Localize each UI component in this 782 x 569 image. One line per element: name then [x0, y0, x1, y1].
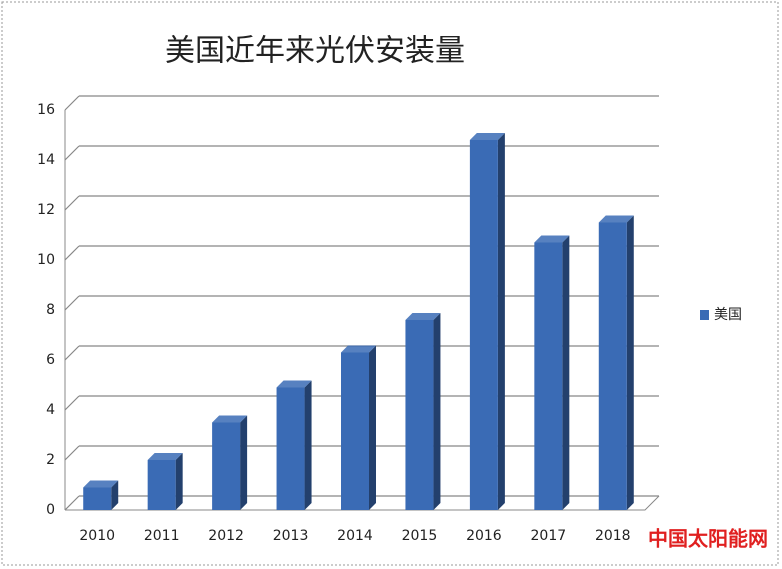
legend-label: 美国: [714, 307, 742, 323]
y-tick-label: 8: [46, 302, 55, 318]
x-tick-label: 2014: [337, 528, 373, 544]
grid-line-depth: [64, 95, 80, 111]
bar-top: [405, 313, 441, 320]
x-tick-label: 2012: [208, 528, 244, 544]
bar-side: [240, 415, 248, 510]
legend-swatch: [700, 310, 709, 320]
x-tick-label: 2017: [531, 528, 567, 544]
bar-side: [497, 133, 505, 510]
bar: [469, 140, 498, 510]
bar-top: [83, 480, 119, 488]
bar-side: [433, 313, 441, 510]
bar-top: [147, 453, 183, 460]
bar-side: [175, 453, 183, 510]
bar-top: [598, 215, 634, 223]
y-tick-label: 4: [46, 402, 55, 418]
grid-line-depth: [64, 145, 80, 161]
bar-top: [469, 133, 505, 140]
bar: [341, 352, 369, 510]
bar: [276, 387, 305, 510]
grid-line-depth: [64, 295, 80, 311]
x-tick-label: 2018: [595, 528, 631, 544]
x-tick-label: 2013: [273, 528, 309, 544]
bar-side: [111, 480, 119, 510]
chart-title: 美国近年来光伏安装量: [165, 34, 465, 69]
grid-line-depth: [64, 245, 80, 261]
y-tick-label: 16: [37, 102, 55, 118]
bar: [212, 422, 241, 510]
bar-side: [562, 235, 570, 510]
y-tick-label: 10: [37, 252, 55, 268]
bar-top: [276, 380, 312, 388]
floor-edge: [65, 495, 660, 511]
bar: [598, 222, 627, 510]
bar-top: [341, 345, 376, 353]
watermark: 中国太阳能网: [648, 527, 768, 551]
grid-line-depth: [64, 495, 80, 511]
bar: [83, 487, 112, 510]
grid-line-depth: [64, 345, 80, 361]
y-tick-label: 0: [46, 502, 55, 518]
grid-line-depth: [64, 195, 80, 211]
y-tick-label: 12: [37, 202, 55, 218]
bar: [534, 242, 563, 510]
x-tick-label: 2016: [466, 528, 502, 544]
grid-line-depth: [64, 445, 80, 461]
bar-side: [304, 380, 312, 510]
y-tick-label: 6: [46, 352, 55, 368]
x-tick-label: 2011: [144, 528, 180, 544]
x-tick-label: 2015: [402, 528, 438, 544]
y-tick-label: 14: [37, 152, 55, 168]
bar-side: [369, 345, 376, 510]
x-tick-label: 2010: [79, 528, 115, 544]
bar: [405, 320, 434, 510]
bar-side: [626, 215, 634, 510]
bar-top: [212, 415, 248, 423]
grid-line-depth: [64, 395, 80, 411]
bar: [147, 460, 176, 510]
y-tick-label: 2: [46, 452, 55, 468]
bar-top: [534, 235, 570, 243]
